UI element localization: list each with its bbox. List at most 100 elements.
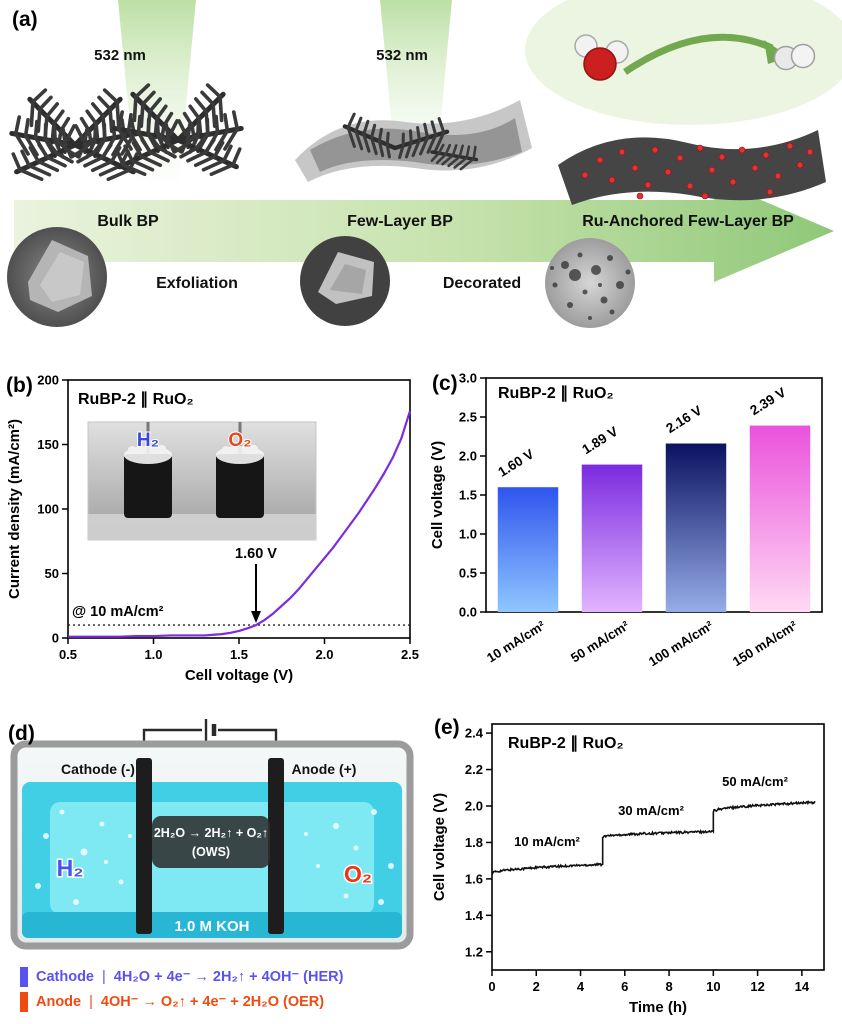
current-density-annotation: @ 10 mA/cm² (72, 604, 164, 620)
inset-h2-label: H₂ (137, 430, 159, 451)
oer-reaction-row: Anode | 4OH⁻ → O₂↑ + 4e⁻ + 2H₂O (OER) (20, 992, 426, 1012)
panel-a-label: (a) (12, 8, 38, 31)
koh-band (22, 912, 402, 938)
laser-label-left: 532 nm (94, 47, 146, 64)
svg-text:12: 12 (750, 979, 764, 994)
svg-text:150 mA/cm²: 150 mA/cm² (730, 617, 800, 669)
stability-plot-layer: 1.2 1.4 1.6 1.8 2.0 2.2 2.4 0 2 4 6 8 10 12 14 10 mA/cm… (465, 723, 825, 994)
svg-text:50: 50 (45, 566, 59, 581)
svg-text:2.16 V: 2.16 V (663, 403, 704, 436)
lsv-plot-layer: 0 50 100 150 200 0.5 1.0 1.5 2.0 2.5 (37, 373, 419, 663)
svg-text:1.4: 1.4 (465, 908, 484, 923)
reaction-box (152, 816, 270, 868)
electrolyte-label: 1.0 M KOH (174, 918, 249, 935)
stage-ru-bp-label: Ru-Anchored Few-Layer BP (582, 213, 794, 230)
anode-color-bar (20, 992, 28, 1012)
svg-text:10 mA/cm²: 10 mA/cm² (484, 617, 548, 665)
svg-text:1.0: 1.0 (144, 647, 162, 662)
svg-text:4: 4 (577, 979, 585, 994)
svg-text:50 mA/cm²: 50 mA/cm² (568, 617, 632, 665)
svg-text:2.2: 2.2 (465, 762, 483, 777)
stability-chart: 1.2 1.4 1.6 1.8 2.0 2.2 2.4 0 2 4 6 8 10 12 14 10 mA/cm… (431, 723, 825, 1016)
svg-text:10: 10 (706, 979, 720, 994)
stability-legend-label: RuBP-2 ∥ RuO₂ (508, 735, 624, 752)
stage-bulk-bp-label: Bulk BP (97, 213, 159, 230)
her-equation: 4H₂O + 4e⁻ → 2H₂↑ + 4OH⁻ (HER) (113, 969, 344, 985)
few-layer-bp-structure (295, 100, 532, 182)
panel-b-label: (b) (6, 374, 33, 397)
bars-ylabel: Cell voltage (V) (429, 441, 446, 549)
svg-text:150: 150 (37, 437, 59, 452)
stage-fewlayer-bp-label: Few-Layer BP (347, 213, 453, 230)
sem-inset-fewlayer (300, 236, 390, 326)
electrode-photo-inset: H₂ O₂ (87, 421, 317, 541)
sem-inset-bulk (7, 227, 107, 327)
svg-text:50 mA/cm²: 50 mA/cm² (722, 774, 788, 789)
anode-electrode (268, 758, 284, 934)
her-reaction-row: Cathode | 4H₂O + 4e⁻ → 2H₂↑ + 4OH⁻ (HER) (20, 967, 426, 987)
laser-label-mid: 532 nm (376, 47, 428, 64)
o2-product-label: O₂ (344, 861, 372, 887)
svg-text:2: 2 (533, 979, 540, 994)
svg-text:14: 14 (795, 979, 810, 994)
svg-text:0.5: 0.5 (459, 566, 477, 581)
electrolyzer-diagram: Cathode (-) Anode (+) 2H₂O → 2H₂↑ + O₂↑ … (10, 719, 414, 950)
panel-c-bar-chart: 0.0 0.5 1.0 1.5 2.0 2.5 3.0 1.60 V 10 mA/cm² 1.89… (428, 362, 838, 698)
lsv-chart: 0 50 100 150 200 0.5 1.0 1.5 2.0 2.5 RuBP-2 ∥ RuO… (6, 373, 419, 685)
ru-nanoparticles (581, 142, 814, 200)
bubble-foam (124, 445, 264, 464)
svg-text:10 mA/cm²: 10 mA/cm² (514, 834, 580, 849)
svg-text:2.5: 2.5 (459, 410, 477, 425)
svg-text:2.5: 2.5 (401, 647, 419, 662)
svg-text:0: 0 (488, 979, 495, 994)
svg-text:2.0: 2.0 (315, 647, 333, 662)
svg-text:3.0: 3.0 (459, 371, 477, 386)
panel-d-electrolyzer: Cathode (-) Anode (+) 2H₂O → 2H₂↑ + O₂↑ … (6, 716, 426, 1022)
cathode-terminal-label: Cathode (-) (61, 761, 135, 777)
onset-voltage-annotation: 1.60 V (235, 546, 277, 562)
svg-text:1.0: 1.0 (459, 527, 477, 542)
svg-text:1.5: 1.5 (230, 647, 248, 662)
svg-text:1.89 V: 1.89 V (579, 424, 620, 457)
lsv-annotations: @ 10 mA/cm² 1.60 V (72, 546, 277, 623)
panel-d-label: (d) (8, 722, 35, 745)
process-exfoliation-label: Exfoliation (156, 275, 238, 292)
svg-text:1.8: 1.8 (465, 835, 483, 850)
svg-text:8: 8 (665, 979, 672, 994)
cathode-divider: | (102, 969, 106, 985)
svg-text:0.0: 0.0 (459, 605, 477, 620)
panel-e-label: (e) (434, 716, 460, 739)
cathode-color-bar (20, 967, 28, 987)
svg-text:0: 0 (52, 631, 59, 646)
inset-o2-label: O₂ (228, 430, 251, 451)
oer-equation: 4OH⁻ → O₂↑ + 4e⁻ + 2H₂O (OER) (100, 994, 325, 1010)
svg-text:200: 200 (37, 373, 59, 388)
ows-reaction-line2: (OWS) (192, 845, 230, 859)
h2-product-label: H₂ (57, 855, 84, 881)
svg-text:2.0: 2.0 (459, 449, 477, 464)
anode-terminal-label: Anode (+) (292, 761, 357, 777)
lsv-ylabel: Current density (mA/cm²) (6, 419, 23, 599)
cathode-word: Cathode (36, 969, 94, 985)
svg-text:1.60 V: 1.60 V (495, 446, 536, 479)
bars-legend-label: RuBP-2 ∥ RuO₂ (498, 385, 614, 402)
panel-a-synthesis-scheme: 532 nm 532 nm Bulk BP Few-Layer BP Ru-An… (0, 0, 842, 352)
anode-divider: | (89, 994, 93, 1010)
svg-text:1.6: 1.6 (465, 871, 483, 886)
green-glow-right (525, 0, 842, 125)
ru-anchored-bp-structure (558, 130, 826, 205)
svg-text:2.4: 2.4 (465, 726, 484, 741)
svg-text:1.5: 1.5 (459, 488, 477, 503)
ows-reaction-line1: 2H₂O → 2H₂↑ + O₂↑ (154, 826, 268, 840)
svg-text:100 mA/cm²: 100 mA/cm² (646, 617, 716, 669)
cathode-electrode (136, 758, 152, 934)
svg-text:1.2: 1.2 (465, 944, 483, 959)
bulk-bp-structure (8, 81, 245, 188)
svg-text:100: 100 (37, 502, 59, 517)
svg-text:6: 6 (621, 979, 628, 994)
anode-word: Anode (36, 994, 82, 1010)
water-molecule (574, 34, 629, 81)
panel-e-stability: 1.2 1.4 1.6 1.8 2.0 2.2 2.4 0 2 4 6 8 10 12 14 10 mA/cm… (430, 708, 840, 1024)
svg-text:2.0: 2.0 (465, 799, 483, 814)
